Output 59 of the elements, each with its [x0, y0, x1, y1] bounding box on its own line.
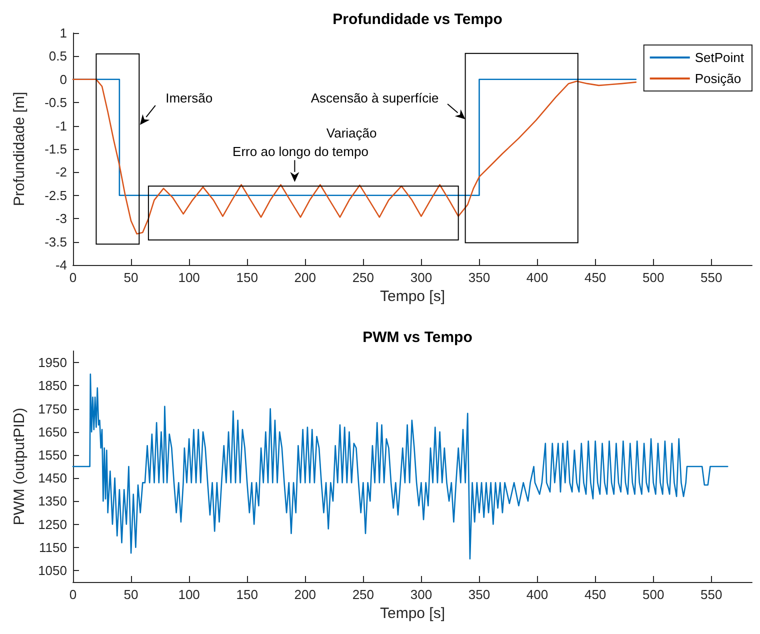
y-tick-label: -1 — [55, 118, 67, 134]
x-axis-title: Tempo [s] — [380, 605, 446, 622]
x-tick-label: 100 — [178, 270, 200, 285]
x-tick-label: 550 — [700, 587, 722, 602]
x-tick-label: 500 — [642, 587, 664, 602]
x-tick-label: 200 — [294, 270, 316, 285]
x-axis-title: Tempo [s] — [380, 288, 446, 305]
x-tick-label: 300 — [410, 587, 432, 602]
annotation: Imersão — [166, 90, 213, 106]
y-axis-title: Profundidade [m] — [11, 92, 28, 206]
x-tick-label: 150 — [236, 270, 258, 285]
x-tick-label: 400 — [526, 587, 548, 602]
x-tick-label: 400 — [526, 270, 548, 285]
y-tick-label: 1950 — [38, 355, 67, 370]
y-tick-label: 1050 — [38, 562, 67, 578]
chart-title: Profundidade vs Tempo — [332, 11, 502, 28]
x-tick-label: 500 — [642, 270, 664, 285]
legend-label: SetPoint — [694, 50, 744, 65]
y-tick-label: -0.5 — [44, 95, 67, 110]
x-tick-label: 0 — [69, 270, 77, 285]
x-tick-label: 350 — [468, 587, 490, 602]
y-tick-label: 1150 — [39, 540, 67, 555]
x-tick-label: 200 — [294, 587, 316, 602]
y-tick-label: 0 — [60, 72, 67, 87]
y-tick-label: 1250 — [38, 516, 67, 532]
annotation: Variação — [326, 125, 377, 140]
y-tick-label: 1350 — [38, 494, 67, 509]
x-tick-label: 300 — [410, 270, 432, 285]
y-axis-title: PWM (outputPID) — [11, 408, 28, 526]
y-tick-label: 1 — [60, 26, 67, 40]
annotation: Erro ao longo do tempo — [232, 144, 368, 159]
legend-label: Posição — [694, 71, 742, 86]
x-tick-label: 550 — [700, 270, 722, 285]
y-tick-label: 1650 — [38, 424, 67, 440]
x-tick-label: 50 — [124, 587, 138, 602]
y-tick-label: -2.5 — [44, 188, 67, 203]
y-tick-label: 1850 — [38, 378, 67, 394]
x-tick-label: 350 — [468, 270, 490, 285]
annotation: Ascensão à superfície — [310, 90, 439, 106]
y-tick-label: 0.5 — [48, 48, 67, 64]
line-series — [72, 373, 728, 560]
line-series — [72, 78, 637, 235]
y-tick-label: 1550 — [38, 447, 67, 462]
y-tick-label: 1450 — [38, 470, 67, 486]
y-tick-label: -4 — [55, 258, 67, 272]
y-tick-label: -2 — [55, 164, 67, 180]
x-tick-label: 150 — [236, 587, 258, 602]
y-tick-label: 1750 — [38, 401, 67, 416]
y-tick-label: -1.5 — [44, 142, 67, 156]
x-tick-label: 450 — [584, 270, 606, 285]
x-tick-label: 50 — [124, 270, 138, 285]
chart-title: PWM vs Tempo — [362, 329, 472, 346]
y-tick-label: -3.5 — [44, 234, 67, 250]
x-tick-label: 0 — [69, 587, 77, 602]
x-tick-label: 100 — [178, 587, 200, 602]
x-tick-label: 250 — [352, 270, 374, 285]
x-tick-label: 250 — [352, 587, 374, 602]
x-tick-label: 450 — [584, 587, 606, 602]
y-tick-label: -3 — [55, 211, 67, 226]
